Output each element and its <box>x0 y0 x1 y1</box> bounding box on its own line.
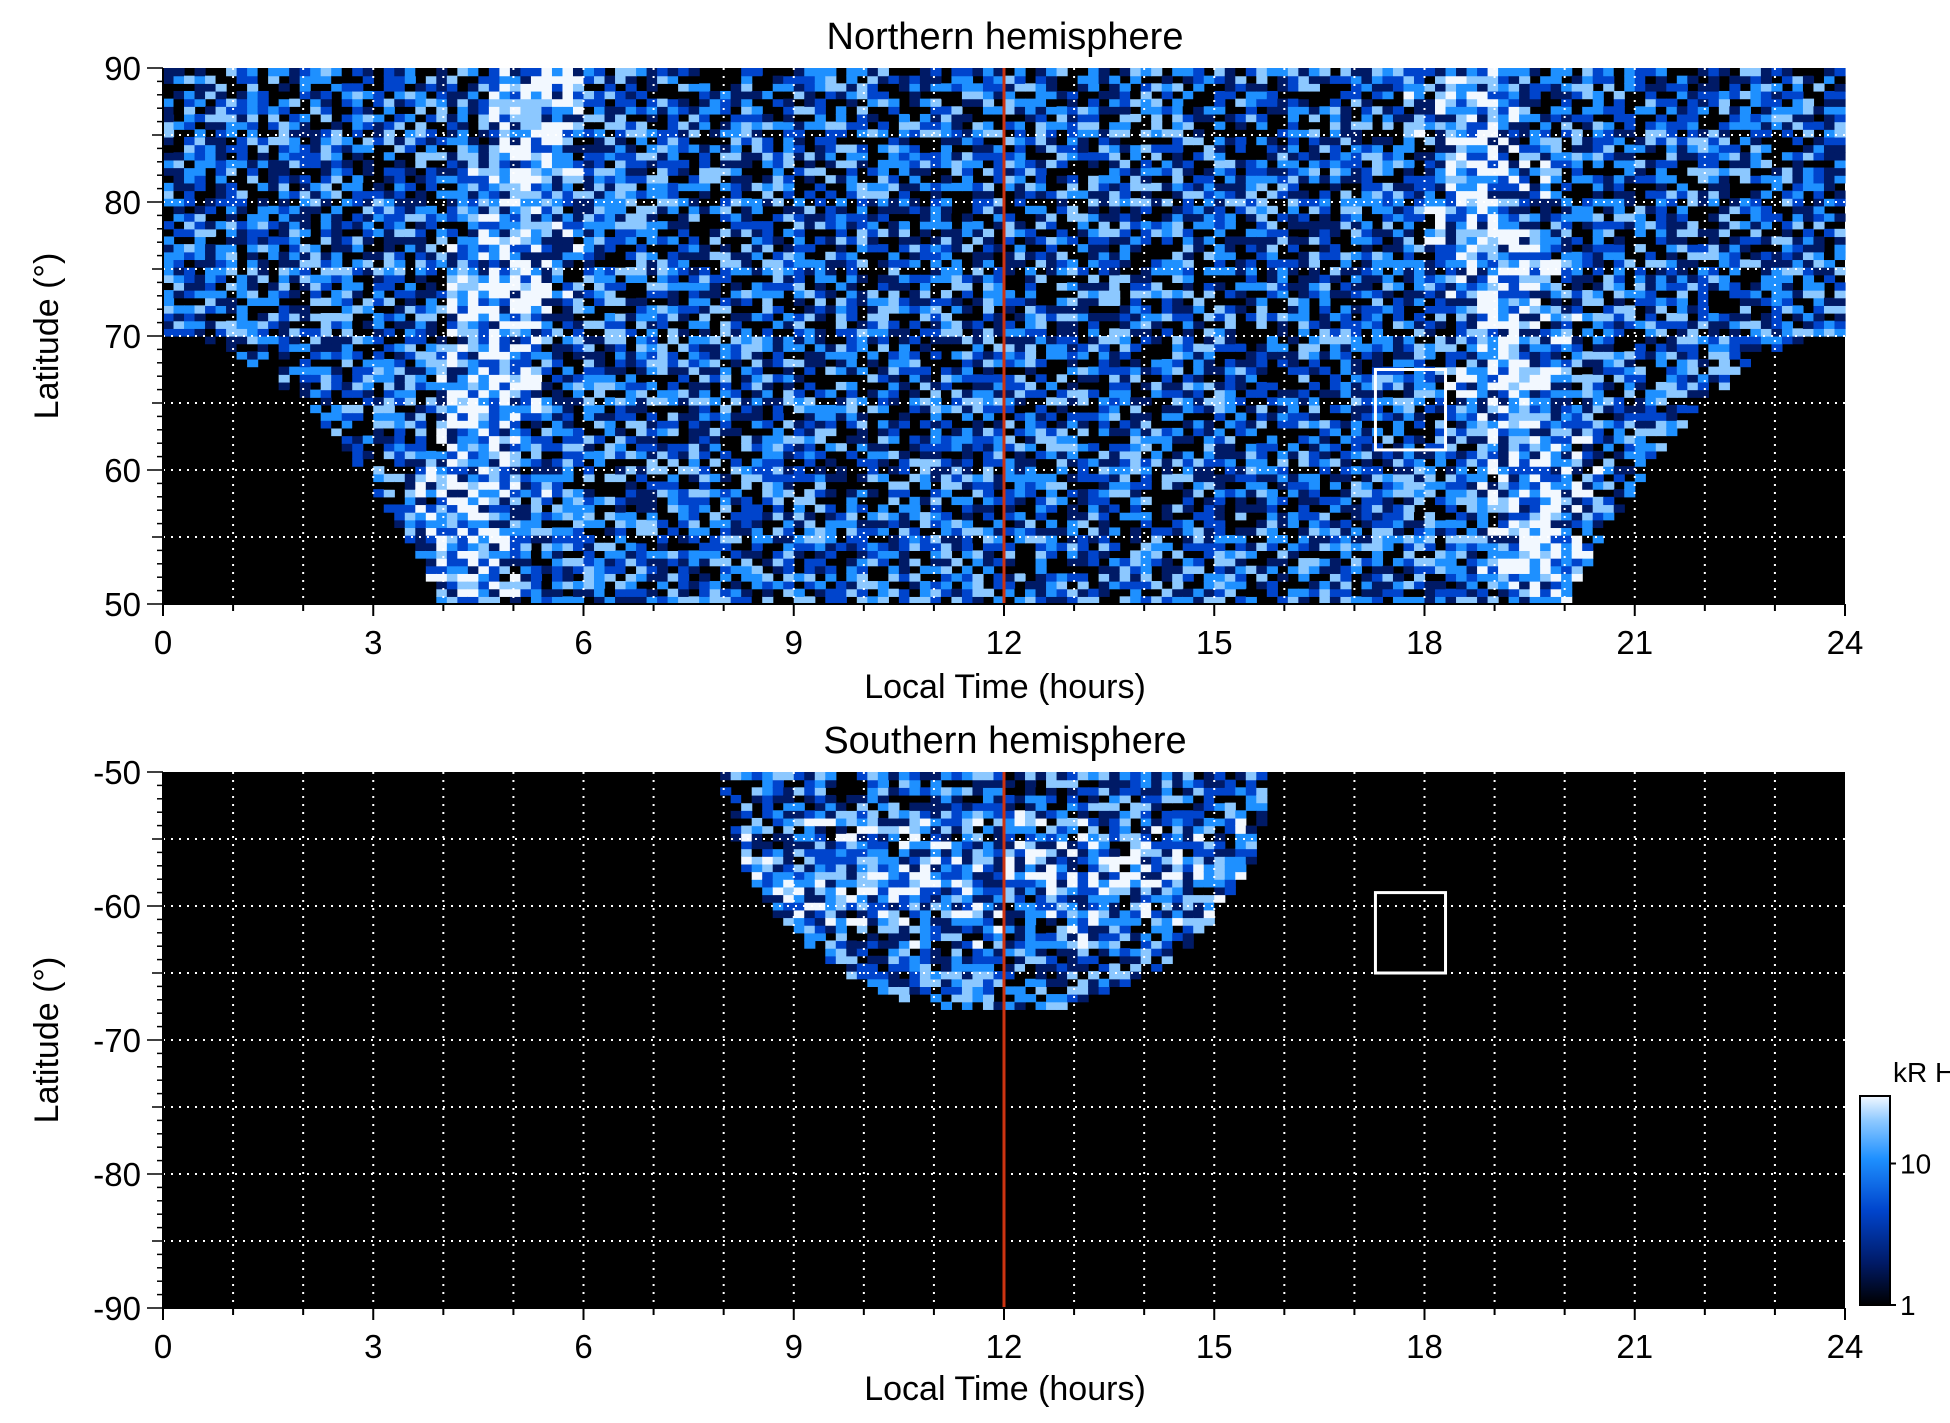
x-tick-label: 21 <box>1616 624 1653 661</box>
south-title: Southern hemisphere <box>823 720 1186 762</box>
south-panel: Southern hemisphere 0 3 6 9 12 15 18 21 24 -90 -80… <box>28 720 1863 1408</box>
y-tick-label: 80 <box>104 184 141 221</box>
x-tick-label: 18 <box>1406 1328 1443 1365</box>
north-plot-area <box>163 68 1846 605</box>
x-tick-label: 15 <box>1196 624 1233 661</box>
x-tick-label: 6 <box>574 1328 592 1365</box>
x-tick-label: 21 <box>1616 1328 1653 1365</box>
colorbar: kR H₂ 1 10 <box>1859 1057 1950 1321</box>
x-tick-label: 6 <box>574 624 592 661</box>
colorbar-tick-label: 10 <box>1900 1149 1931 1180</box>
x-tick-label: 12 <box>986 1328 1023 1365</box>
x-tick-label: 15 <box>1196 1328 1233 1365</box>
x-tick-label: 12 <box>986 624 1023 661</box>
south-plot-area <box>163 772 1845 1308</box>
emission-texture <box>163 68 1846 605</box>
north-y-axis-label: Latitude (°) <box>28 253 66 420</box>
region-box <box>1373 891 1448 975</box>
region-box <box>1373 368 1448 452</box>
y-tick-label: -90 <box>93 1290 141 1327</box>
x-tick-label: 0 <box>154 1328 172 1365</box>
y-tick-label: -70 <box>93 1022 141 1059</box>
colorbar-tick-label: 1 <box>1900 1290 1916 1321</box>
y-tick-label: 90 <box>104 50 141 87</box>
x-tick-label: 0 <box>154 624 172 661</box>
x-tick-label: 3 <box>364 624 382 661</box>
south-x-axis-label: Local Time (hours) <box>864 1370 1146 1408</box>
y-tick-label: -60 <box>93 888 141 925</box>
x-tick-label: 24 <box>1827 1328 1864 1365</box>
x-tick-label: 9 <box>785 624 803 661</box>
y-tick-label: -50 <box>93 754 141 791</box>
north-title: Northern hemisphere <box>827 16 1184 58</box>
y-tick-label: -80 <box>93 1156 141 1193</box>
colorbar-gradient <box>1859 1095 1891 1306</box>
x-tick-label: 18 <box>1406 624 1443 661</box>
x-tick-label: 24 <box>1827 624 1864 661</box>
north-x-axis-label: Local Time (hours) <box>864 668 1146 706</box>
y-tick-label: 60 <box>104 452 141 489</box>
north-panel: Northern hemisphere 0 3 6 9 12 15 18 21 24 50 60 70… <box>28 16 1863 706</box>
x-tick-label: 9 <box>785 1328 803 1365</box>
y-tick-label: 70 <box>104 318 141 355</box>
x-tick-label: 3 <box>364 1328 382 1365</box>
north-axes: 0 3 6 9 12 15 18 21 24 50 60 70 80 90 <box>104 50 1863 661</box>
colorbar-label: kR H₂ <box>1893 1057 1950 1088</box>
south-axes: 0 3 6 9 12 15 18 21 24 -90 -80 -70 -60 -50 <box>93 754 1863 1365</box>
south-y-axis-label: Latitude (°) <box>28 957 66 1124</box>
colorbar-ticks: 1 10 <box>1890 1149 1931 1321</box>
y-tick-label: 50 <box>104 586 141 623</box>
